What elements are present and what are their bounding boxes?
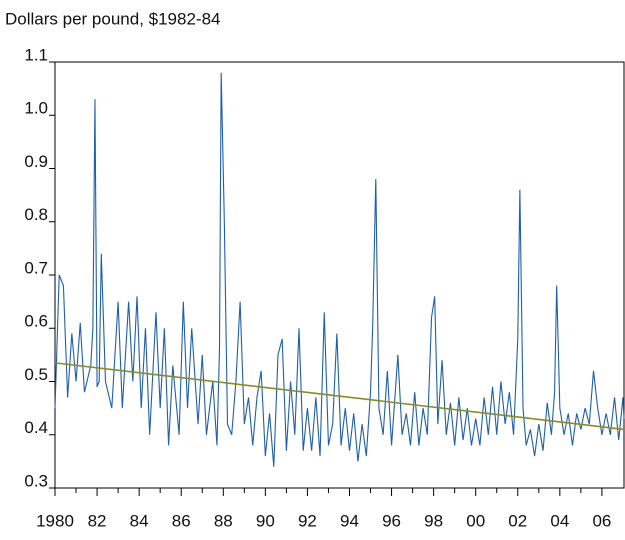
x-tick-label: 06: [592, 511, 611, 530]
y-tick-label: 0.3: [24, 471, 48, 490]
y-tick-label: 0.6: [24, 312, 48, 331]
price-line: [54, 72, 625, 467]
x-tick-label: 98: [424, 511, 443, 530]
x-tick-label: 88: [214, 511, 233, 530]
trend-line: [54, 362, 625, 431]
x-tick-label: 86: [172, 511, 191, 530]
x-tick-label: 84: [130, 511, 149, 530]
x-tick-label: 82: [88, 511, 107, 530]
x-tick-label: 92: [298, 511, 317, 530]
x-tick-label: 04: [550, 511, 569, 530]
y-tick-label: 0.4: [24, 418, 48, 437]
y-tick-label: 0.5: [24, 365, 48, 384]
x-tick-label: 96: [382, 511, 401, 530]
y-tick-label: 1.0: [24, 99, 48, 118]
x-tick-label: 02: [508, 511, 527, 530]
x-tick-label: 00: [466, 511, 485, 530]
chart-title: Dollars per pound, $1982-84: [5, 9, 220, 28]
x-tick-label: 90: [256, 511, 275, 530]
y-tick-label: 0.9: [24, 152, 48, 171]
y-tick-label: 0.7: [24, 258, 48, 277]
y-tick-label: 1.1: [24, 45, 48, 64]
x-tick-label: 94: [340, 511, 359, 530]
x-tick-label: 1980: [36, 511, 74, 530]
y-tick-label: 0.8: [24, 205, 48, 224]
